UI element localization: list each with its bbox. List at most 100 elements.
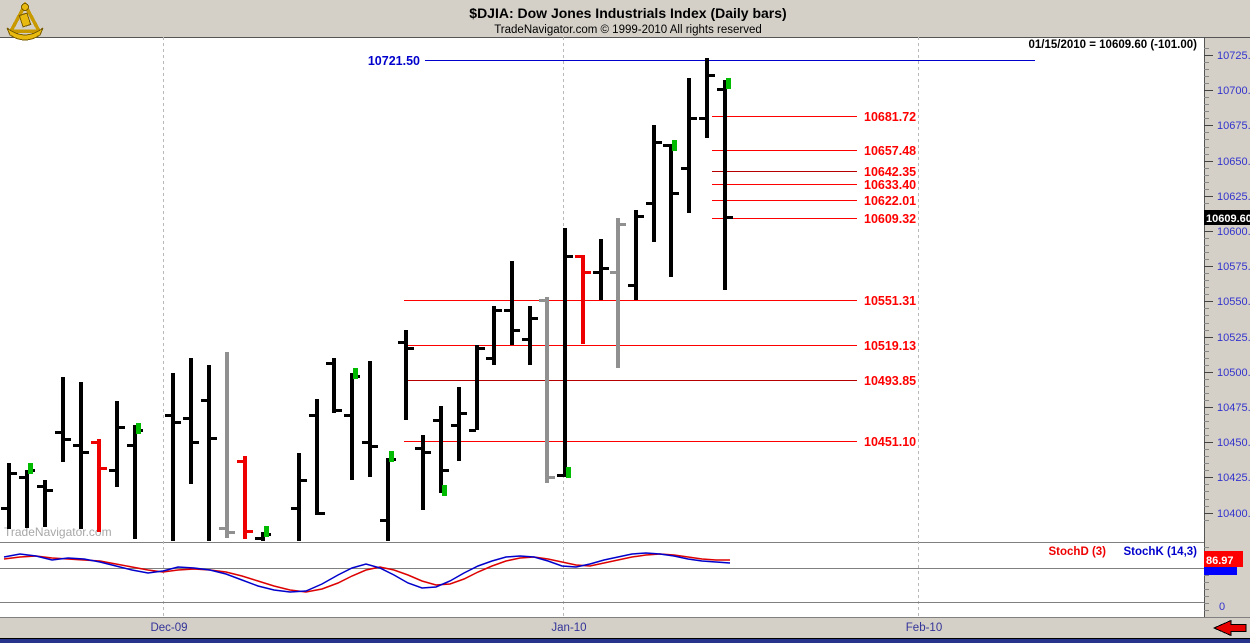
close-tick (371, 445, 378, 448)
price-axis-label: 10500.0 (1217, 367, 1250, 379)
open-tick (183, 417, 190, 420)
open-tick (486, 357, 493, 360)
close-tick (192, 441, 199, 444)
ohlc-bar (7, 463, 11, 529)
stochk-badge (1204, 566, 1237, 575)
green-marker (389, 451, 394, 462)
ohlc-bar (510, 261, 514, 345)
open-tick (237, 460, 244, 463)
ohlc-bar (25, 470, 29, 528)
support-level-label: 10493.85 (864, 374, 916, 388)
close-tick (64, 438, 71, 441)
green-marker (264, 526, 269, 537)
close-tick (210, 437, 217, 440)
close-tick (602, 267, 609, 270)
open-tick (628, 284, 635, 287)
price-axis-label: 10600.0 (1217, 226, 1250, 238)
price-axis-label: 10625.0 (1217, 191, 1250, 203)
last-price-badge-text: 10609.60 (1206, 213, 1250, 225)
ohlc-bar (97, 439, 101, 532)
close-tick (655, 141, 662, 144)
ohlc-bar (171, 373, 175, 541)
support-level-label: 10519.13 (864, 339, 916, 353)
close-tick (460, 412, 467, 415)
green-marker (672, 140, 677, 151)
stochk-curve (3, 552, 731, 593)
open-tick (1, 507, 8, 510)
chart-title: $DJIA: Dow Jones Industrials Index (Dail… (469, 5, 786, 21)
ohlc-bar (723, 80, 727, 290)
open-tick (73, 444, 80, 447)
open-tick (165, 414, 172, 417)
bottom-strip (0, 639, 1250, 643)
close-tick (246, 530, 253, 533)
open-tick (699, 117, 706, 120)
open-tick (19, 476, 26, 479)
close-tick (637, 215, 644, 218)
open-tick (109, 469, 116, 472)
stochd-badge: 86.97 (1204, 551, 1243, 567)
open-tick (575, 255, 582, 258)
close-tick (300, 479, 307, 482)
green-marker (442, 485, 447, 496)
green-marker (566, 467, 571, 478)
open-tick (398, 341, 405, 344)
date-label: Dec-09 (150, 622, 187, 634)
ohlc-bar (207, 365, 211, 541)
close-tick (46, 489, 53, 492)
close-tick (424, 451, 431, 454)
open-tick (539, 299, 546, 302)
close-tick (118, 426, 125, 429)
ohlc-bar (261, 532, 265, 541)
plot-background (0, 37, 1204, 617)
ohlc-bar (368, 361, 372, 477)
date-axis-band (0, 617, 1250, 639)
green-marker (353, 368, 358, 379)
close-tick (495, 309, 502, 312)
ohlc-bar (115, 401, 119, 487)
open-tick (55, 431, 62, 434)
open-tick (362, 441, 369, 444)
ohlc-bar (61, 377, 65, 462)
close-tick (672, 192, 679, 195)
resistance-level-label: 10681.72 (864, 110, 916, 124)
ohlc-bar (634, 210, 638, 300)
scroll-left-arrow[interactable] (1212, 619, 1247, 637)
resistance-level-label: 10642.35 (864, 165, 916, 179)
ohlc-bar (545, 297, 549, 483)
cursor-readout: 01/15/2010 = 10609.60 (-101.00) (1029, 39, 1198, 51)
ohlc-bar (652, 125, 656, 242)
open-tick (593, 271, 600, 274)
ohlc-bar (669, 144, 673, 277)
open-tick (380, 519, 387, 522)
close-tick (478, 347, 485, 350)
stochd-curve (3, 553, 730, 593)
header-band (0, 0, 1250, 37)
price-axis-band (1204, 37, 1250, 617)
open-tick (522, 338, 529, 341)
price-axis-label: 10575.0 (1217, 261, 1250, 273)
green-marker (28, 463, 33, 474)
ohlc-bar (687, 78, 691, 213)
stochk-legend: StochK (14,3) (1124, 546, 1198, 558)
price-axis-label: 10525.0 (1217, 332, 1250, 344)
close-tick (100, 467, 107, 470)
ohlc-bar (189, 358, 193, 484)
open-tick (557, 474, 564, 477)
ohlc-bar (616, 218, 620, 368)
ohlc-bar (350, 373, 354, 480)
close-tick (584, 271, 591, 274)
support-level-label: 10451.10 (864, 435, 916, 449)
open-tick (717, 88, 724, 91)
open-tick (433, 419, 440, 422)
open-tick (415, 447, 422, 450)
open-tick (255, 537, 262, 540)
close-tick (548, 476, 555, 479)
price-axis-label: 10675.0 (1217, 120, 1250, 132)
resistance-level-label: 10622.01 (864, 194, 916, 208)
ohlc-bar (492, 306, 496, 365)
close-tick (708, 74, 715, 77)
price-axis-label: 10400.0 (1217, 508, 1250, 520)
open-tick (681, 167, 688, 170)
price-axis-label: 10725.0 (1217, 50, 1250, 62)
